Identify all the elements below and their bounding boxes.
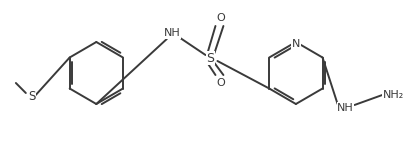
- Text: NH₂: NH₂: [382, 90, 403, 100]
- Text: NH: NH: [336, 103, 353, 113]
- Text: O: O: [215, 13, 224, 23]
- Text: S: S: [28, 90, 35, 104]
- Text: NH: NH: [163, 28, 180, 38]
- Text: S: S: [206, 52, 214, 64]
- Text: O: O: [215, 78, 224, 88]
- Text: N: N: [291, 39, 299, 49]
